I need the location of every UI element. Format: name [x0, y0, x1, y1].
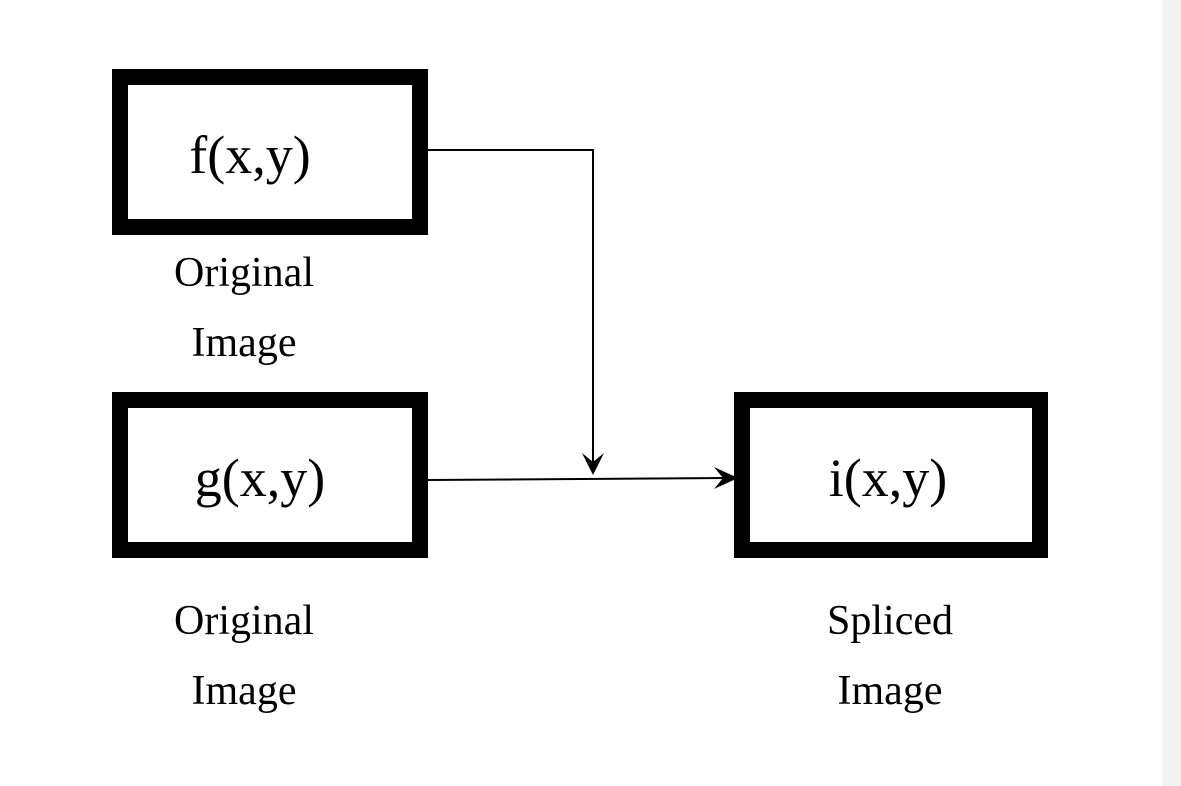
- scrollbar-track[interactable]: [1162, 0, 1181, 786]
- edge-g-to-i: [427, 477, 729, 481]
- arrowhead-down: [582, 453, 604, 475]
- node-i-caption: Spliced Image: [760, 586, 1020, 726]
- node-f-caption-line1: Original: [174, 250, 314, 296]
- node-f-box: f(x,y): [112, 69, 428, 235]
- node-i-box: i(x,y): [734, 392, 1048, 558]
- node-g-box: g(x,y): [112, 392, 428, 558]
- node-f-caption: Original Image: [114, 238, 374, 378]
- node-i-label: i(x,y): [828, 448, 948, 508]
- node-g-caption-line2: Image: [191, 668, 297, 714]
- edge-f-to-junction: [428, 149, 594, 470]
- node-g-caption-line1: Original: [174, 598, 314, 644]
- node-f-caption-line2: Image: [191, 320, 297, 366]
- node-f-label: f(x,y): [189, 125, 311, 185]
- node-i-caption-line1: Spliced: [827, 598, 953, 644]
- node-g-caption: Original Image: [114, 586, 374, 726]
- node-i-caption-line2: Image: [837, 668, 943, 714]
- node-g-label: g(x,y): [194, 448, 326, 508]
